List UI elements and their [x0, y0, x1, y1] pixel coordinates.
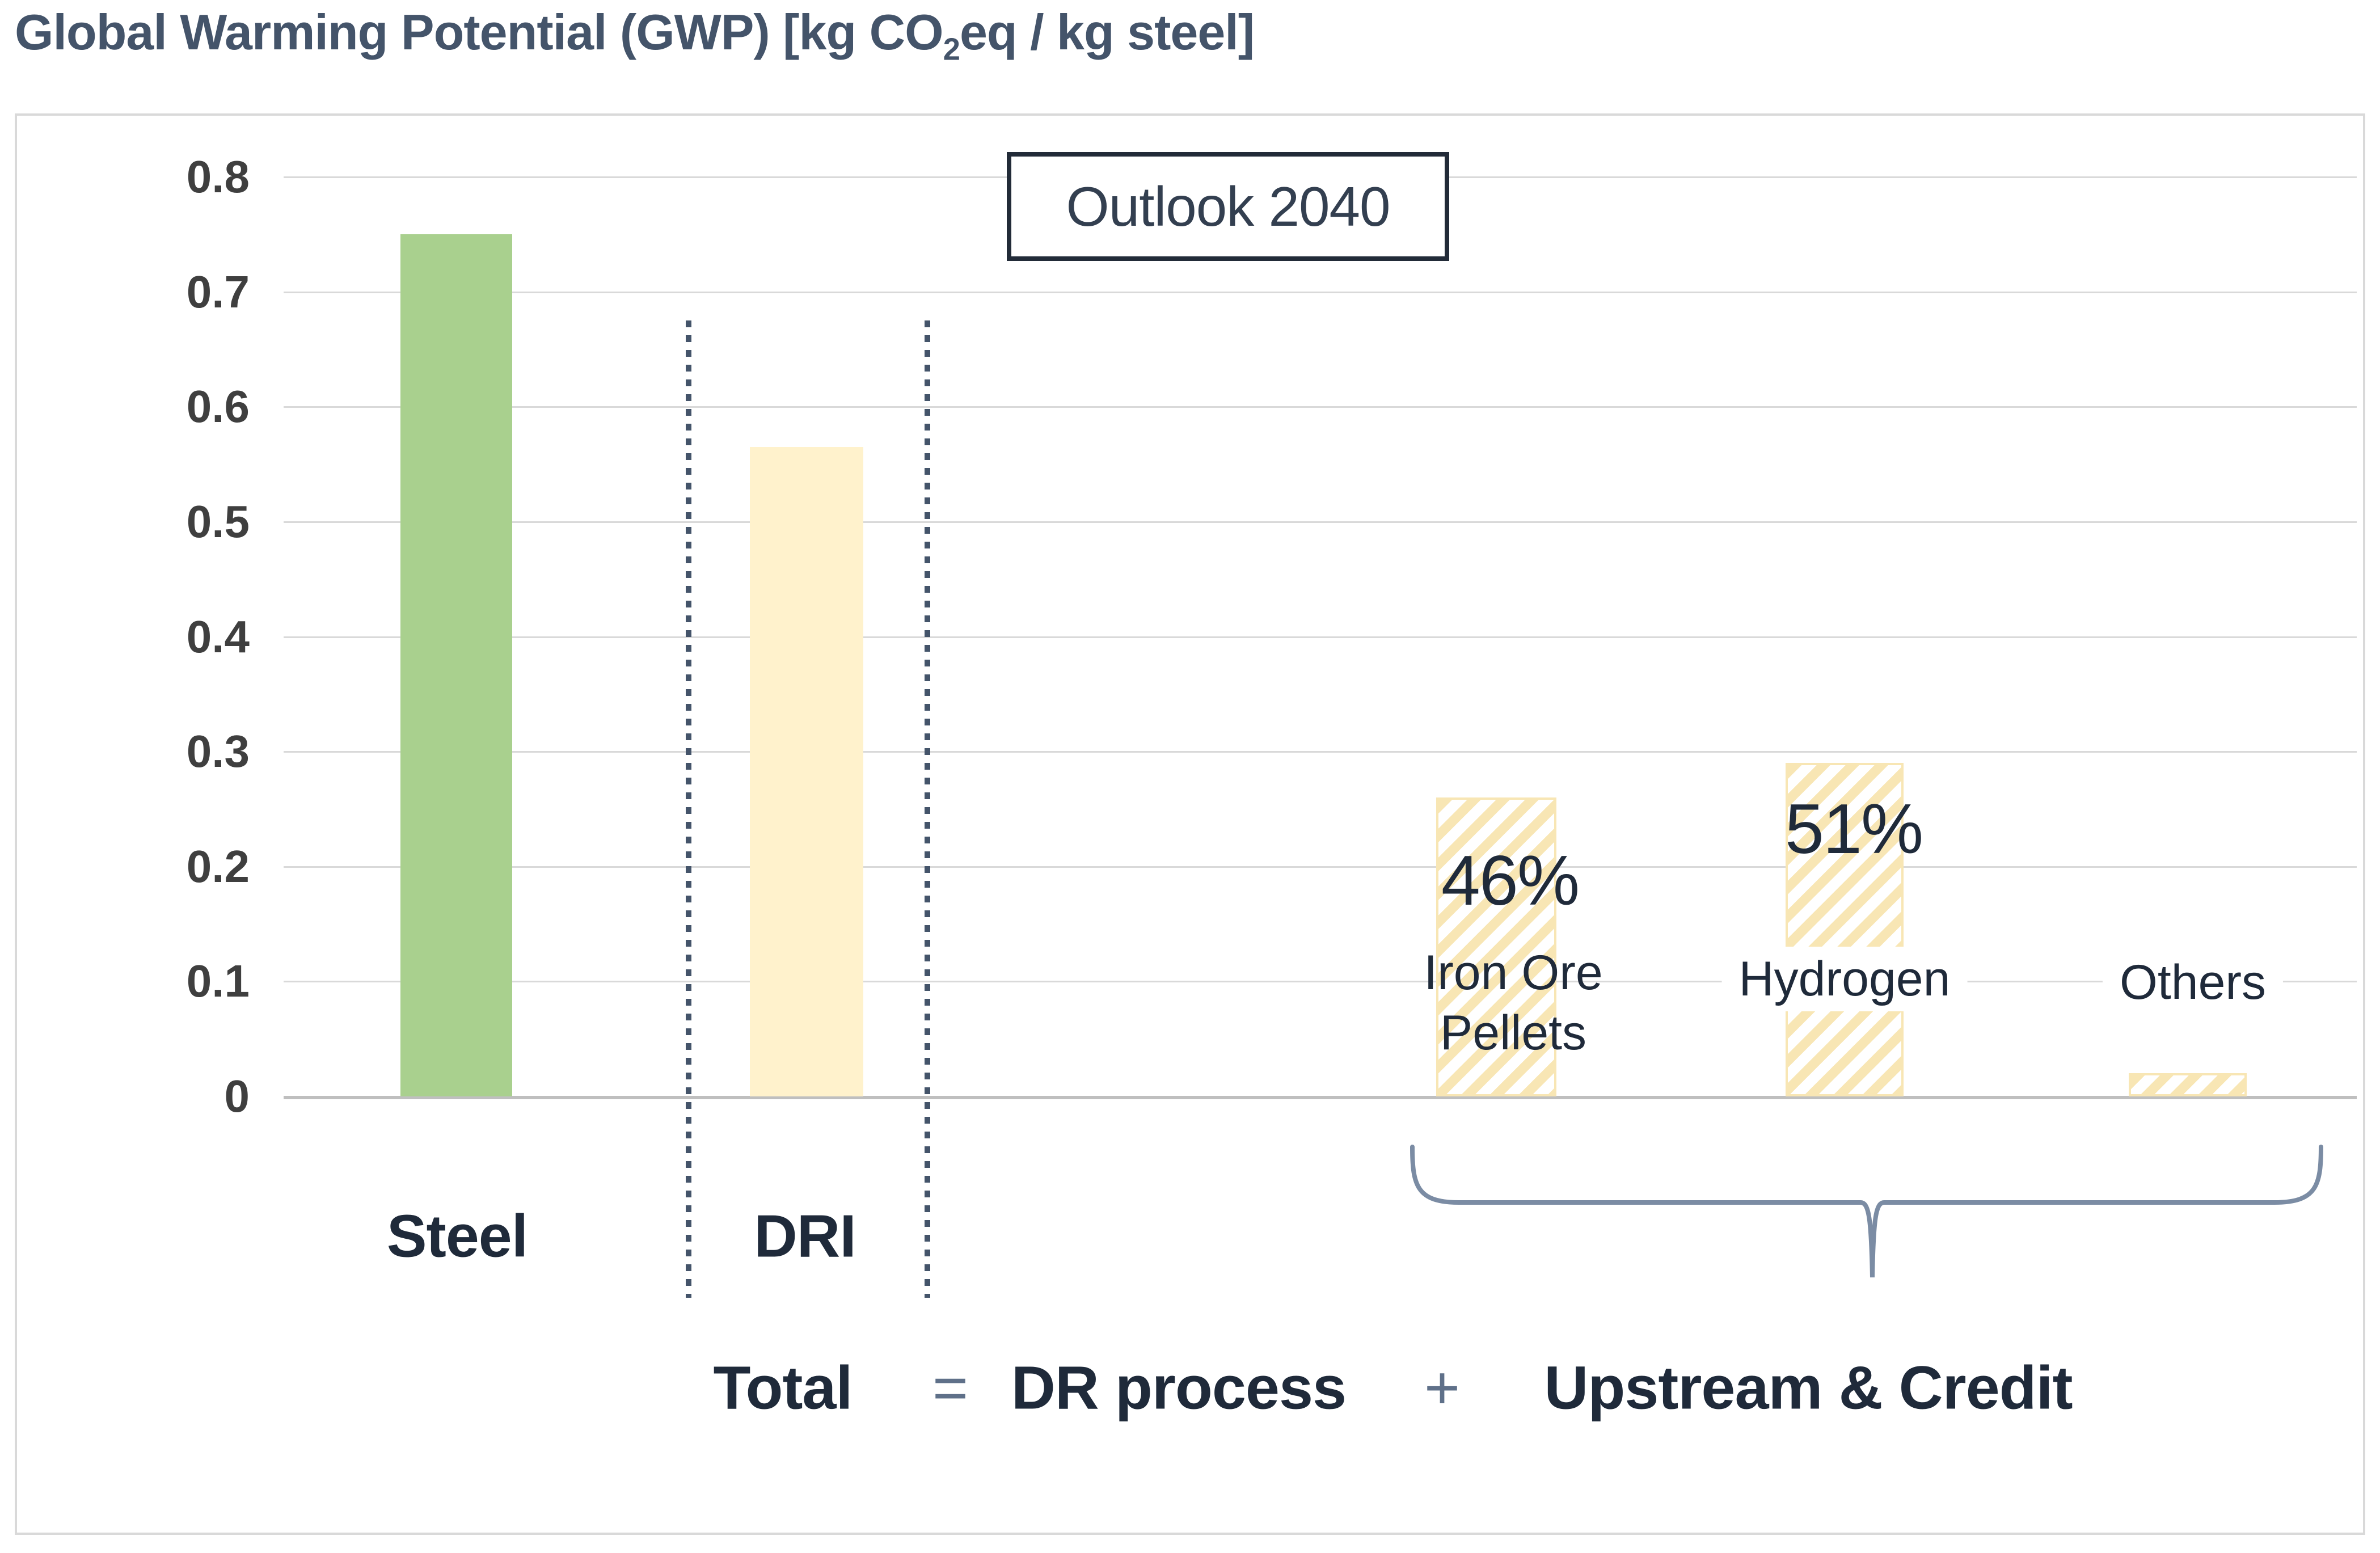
y-tick-label-0.6: 0.6: [186, 381, 250, 432]
equation-upstream-credit: Upstream & Credit: [1544, 1353, 2073, 1422]
y-tick-label-0.5: 0.5: [186, 496, 250, 547]
gridline-0.7: [284, 292, 2357, 293]
equation-equals-sign: =: [932, 1353, 968, 1422]
bar-iron-ore-pellets: [1436, 797, 1556, 1096]
y-tick-label-0.8: 0.8: [186, 151, 250, 202]
gridline-0.2: [284, 866, 2357, 868]
hydrogen-label: Hydrogen: [1721, 947, 1968, 1011]
iron-ore-pellets-label-line2: Pellets: [1440, 1006, 1587, 1060]
iron-ore-percent-label: 46%: [1441, 842, 1580, 920]
chart-title-prefix: Global Warming Potential (GWP) [kg CO: [15, 4, 944, 60]
y-tick-label-0: 0: [224, 1071, 250, 1121]
chart-title: Global Warming Potential (GWP) [kg CO2eq…: [15, 3, 1255, 67]
outlook-annotation-label: Outlook 2040: [1066, 175, 1391, 238]
equation-plus-sign: +: [1424, 1353, 1460, 1422]
gridline-0.4: [284, 636, 2357, 638]
bar-others: [2129, 1073, 2247, 1096]
iron-ore-pellets-label: Iron Ore Pellets: [1424, 943, 1602, 1063]
separator-dotted-line-right: [925, 320, 930, 1298]
iron-ore-pellets-label-line1: Iron Ore: [1424, 946, 1603, 1000]
outlook-annotation-box: Outlook 2040: [1007, 152, 1449, 261]
gridline-0.1: [284, 981, 2357, 982]
y-tick-label-0.7: 0.7: [186, 267, 250, 317]
equation-dr-process: DR process: [1011, 1353, 1347, 1422]
y-tick-label-0.4: 0.4: [186, 611, 250, 662]
separator-dotted-line-left: [686, 320, 691, 1298]
others-label: Others: [2102, 950, 2284, 1015]
x-axis-label-dri: DRI: [754, 1202, 856, 1270]
bar-hydrogen: [1786, 763, 1904, 1096]
equation-total: Total: [713, 1353, 853, 1422]
hydrogen-percent-label: 51%: [1784, 790, 1923, 868]
gridline-0.6: [284, 406, 2357, 408]
x-axis-label-steel: Steel: [386, 1202, 528, 1270]
chart-title-suffix: eq / kg steel]: [959, 4, 1255, 60]
gridline-0: [284, 1096, 2357, 1099]
gridline-0.5: [284, 521, 2357, 523]
y-tick-label-0.2: 0.2: [186, 841, 250, 892]
bar-steel: [400, 234, 512, 1096]
y-tick-label-0.3: 0.3: [186, 726, 250, 776]
plot-frame: [15, 113, 2365, 1535]
gridline-0.3: [284, 751, 2357, 753]
chart-title-subscript: 2: [943, 32, 960, 67]
y-tick-label-0.1: 0.1: [186, 956, 250, 1006]
bar-dri-total: [750, 447, 863, 1096]
